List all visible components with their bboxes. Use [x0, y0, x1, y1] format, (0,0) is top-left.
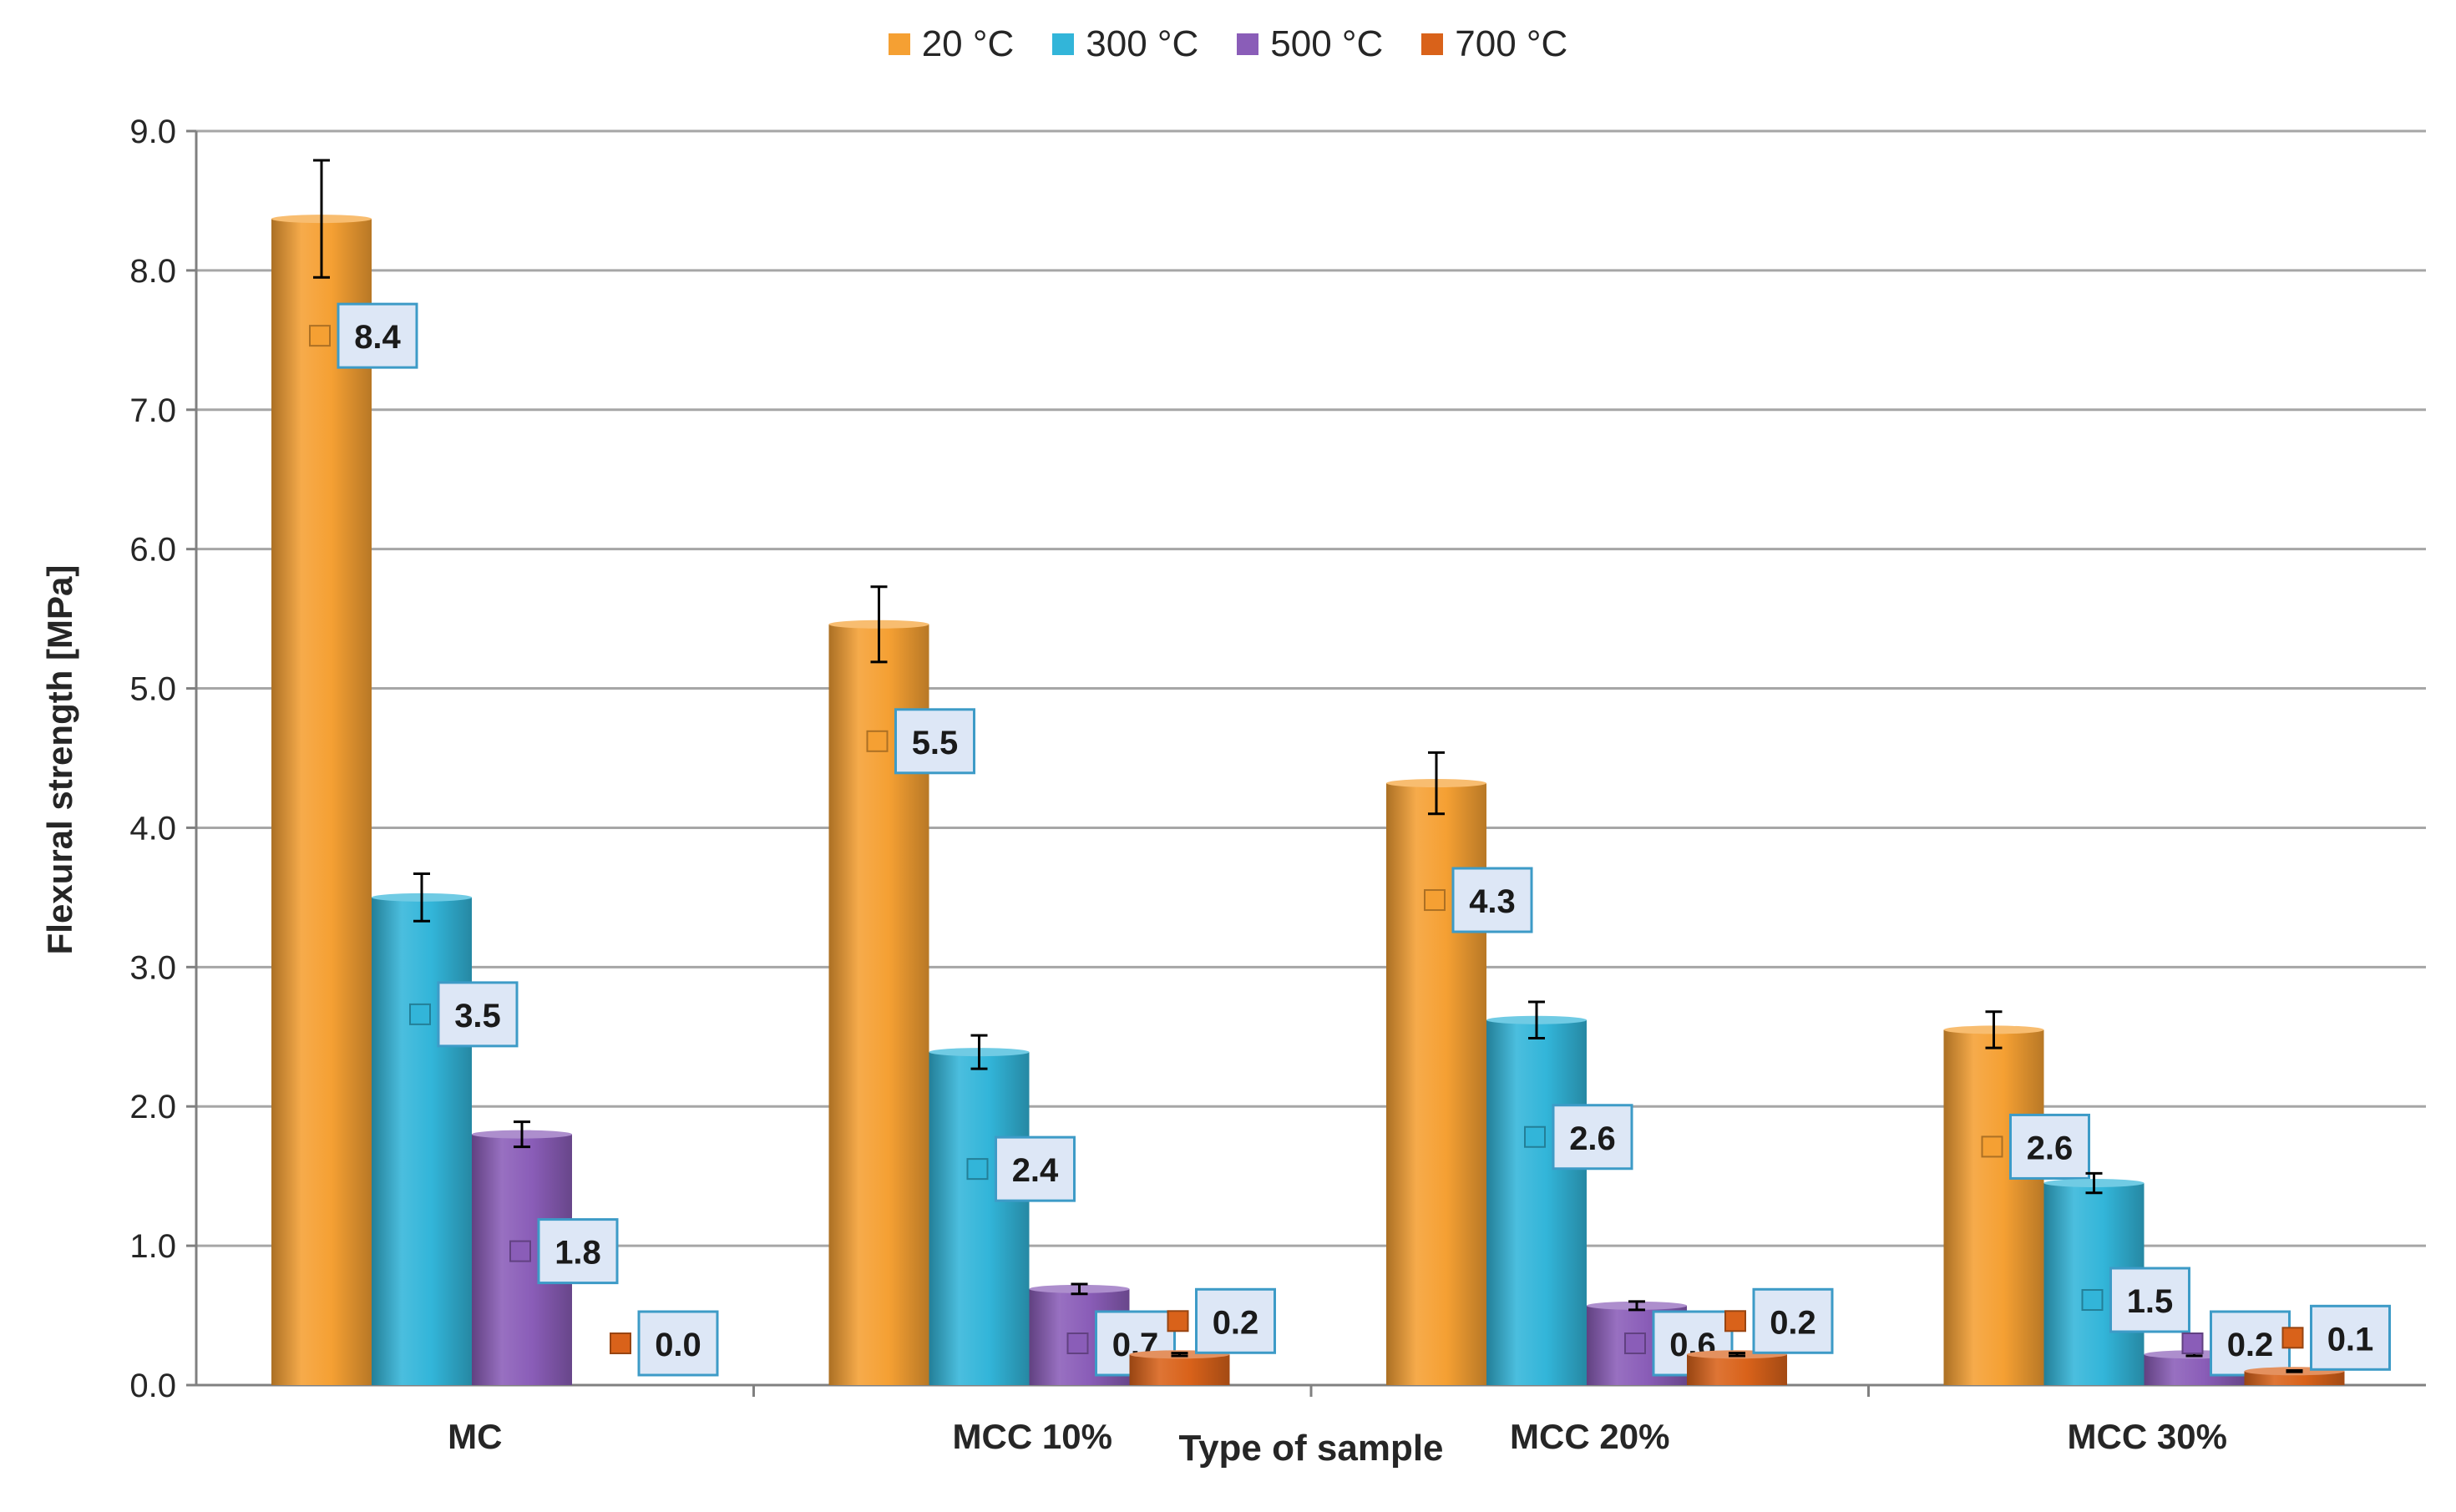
data-label-s3-c1: 0.2	[1213, 1304, 1259, 1341]
x-tick-label-1: MCC 10%	[953, 1417, 1112, 1456]
x-tick-label-0: MC	[448, 1417, 502, 1456]
label-marker-s2-c0	[509, 1240, 531, 1262]
bar-s0-c3	[1943, 1029, 2044, 1385]
label-box-s0-c1	[894, 708, 975, 775]
label-marker-s0-c1	[866, 730, 889, 752]
label-marker-s0-c3	[1981, 1135, 2003, 1158]
legend-label-20c: 20 °C	[921, 23, 1015, 64]
label-box-s3-c0	[637, 1310, 719, 1377]
data-label-s0-c3: 2.6	[2027, 1130, 2074, 1166]
label-box-s1-c2	[1552, 1104, 1633, 1171]
label-marker-s1-c0	[409, 1003, 431, 1025]
label-box-s0-c2	[1451, 867, 1533, 933]
data-label-s3-c3: 0.1	[2327, 1321, 2374, 1358]
label-box-s3-c2	[1752, 1287, 1834, 1354]
bar-s3-c2	[1687, 1354, 1787, 1385]
y-tick-label-8: 8.0	[129, 253, 176, 290]
data-label-s0-c2: 4.3	[1469, 883, 1516, 920]
label-marker-s2-c1	[1066, 1332, 1089, 1354]
label-marker-s3-c1	[1167, 1310, 1189, 1332]
bar-s1-c0	[372, 897, 472, 1385]
data-label-s1-c0: 3.5	[454, 998, 501, 1034]
label-box-s3-c3	[2310, 1304, 2391, 1371]
label-marker-s1-c3	[2081, 1289, 2104, 1312]
label-marker-s1-c2	[1524, 1125, 1546, 1148]
bar-s1-c2	[1486, 1019, 1587, 1385]
data-label-s3-c0: 0.0	[655, 1327, 701, 1363]
label-box-s1-c0	[437, 981, 519, 1048]
bar-s1-c1	[929, 1052, 1030, 1385]
data-label-s1-c3: 1.5	[2127, 1283, 2174, 1320]
data-label-s2-c3: 0.2	[2227, 1327, 2274, 1363]
label-marker-s0-c2	[1424, 889, 1446, 912]
label-marker-s0-c0	[309, 325, 331, 347]
label-marker-s1-c1	[966, 1158, 989, 1181]
y-tick-label-2: 2.0	[129, 1089, 176, 1125]
legend-item-700c[interactable]: 700 °C	[1421, 23, 1567, 65]
y-tick-label-3: 3.0	[129, 949, 176, 986]
y-tick-label-6: 6.0	[129, 532, 176, 569]
legend-item-300c[interactable]: 300 °C	[1052, 23, 1198, 65]
y-tick-label-7: 7.0	[129, 392, 176, 429]
data-label-s3-c2: 0.2	[1770, 1304, 1816, 1341]
label-box-s2-c0	[537, 1218, 619, 1285]
data-label-s0-c0: 8.4	[354, 319, 401, 356]
bar-s0-c0	[271, 219, 372, 1385]
legend-item-500c[interactable]: 500 °C	[1237, 23, 1383, 65]
label-box-s1-c3	[2109, 1267, 2190, 1333]
y-tick-label-1: 1.0	[129, 1228, 176, 1265]
label-box-s3-c1	[1195, 1287, 1276, 1354]
legend-swatch-700c	[1421, 33, 1444, 55]
legend-item-20c[interactable]: 20 °C	[888, 23, 1015, 65]
data-label-s1-c2: 2.6	[1569, 1120, 1616, 1157]
y-axis-label: Flexural strength [MPa]	[40, 564, 79, 955]
y-tick-label-5: 5.0	[129, 671, 176, 708]
data-label-s1-c1: 2.4	[1012, 1152, 1059, 1189]
x-axis-label: Type of sample	[1178, 1428, 1444, 1469]
label-marker-s3-c2	[1724, 1310, 1746, 1332]
label-box-s1-c1	[995, 1135, 1076, 1202]
legend-swatch-20c	[888, 33, 910, 55]
bar-s3-c1	[1129, 1354, 1230, 1385]
legend-label-500c: 500 °C	[1270, 23, 1384, 64]
legend-swatch-500c	[1237, 33, 1259, 55]
label-marker-s3-c3	[2281, 1327, 2304, 1349]
legend-label-300c: 300 °C	[1086, 23, 1199, 64]
label-box-s0-c3	[2009, 1113, 2090, 1180]
y-tick-label-4: 4.0	[129, 810, 176, 847]
label-box-s0-c0	[337, 302, 418, 369]
data-label-s0-c1: 5.5	[912, 725, 959, 761]
x-tick-label-3: MCC 30%	[2068, 1417, 2227, 1456]
y-tick-label-9: 9.0	[129, 114, 176, 150]
label-marker-s3-c0	[610, 1332, 631, 1354]
legend: 20 °C 300 °C 500 °C 700 °C	[0, 23, 2456, 65]
legend-swatch-300c	[1052, 33, 1075, 55]
label-marker-s2-c3	[2181, 1332, 2204, 1354]
y-tick-label-0: 0.0	[129, 1368, 176, 1404]
x-tick-label-2: MCC 20%	[1510, 1417, 1669, 1456]
data-label-s2-c0: 1.8	[554, 1235, 601, 1272]
label-marker-s2-c2	[1624, 1332, 1646, 1354]
legend-label-700c: 700 °C	[1455, 23, 1568, 64]
